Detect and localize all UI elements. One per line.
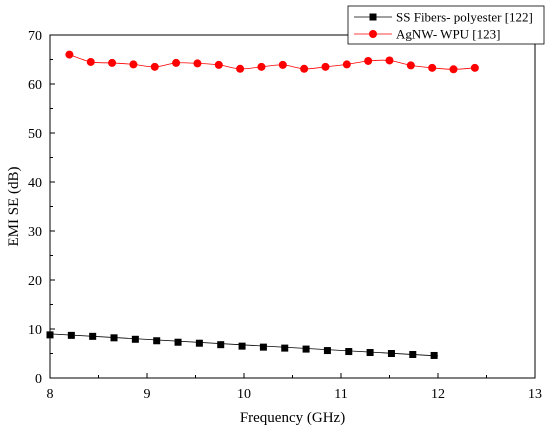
series-layer <box>46 50 479 359</box>
ss-fibers-point <box>238 342 246 350</box>
ss-fibers-point <box>46 331 54 339</box>
x-tick-label: 13 <box>528 387 542 402</box>
agnw-wpu-point <box>214 60 223 69</box>
ss-fibers-point <box>345 348 353 356</box>
agnw-wpu-point <box>364 56 373 65</box>
ss-fibers-point <box>89 332 97 340</box>
legend-box <box>347 5 545 45</box>
x-tick-label: 8 <box>47 387 54 402</box>
x-axis-ticks: 8 9 10 11 12 13 <box>47 373 542 402</box>
ss-fibers-point <box>259 343 267 351</box>
x-axis-title: Frequency (GHz) <box>240 410 345 426</box>
agnw-wpu-point <box>86 57 95 66</box>
plot-area <box>49 34 536 379</box>
agnw-wpu-point <box>236 64 245 73</box>
agnw-wpu-point <box>428 63 437 72</box>
y-axis-ticks: 0 10 20 30 40 50 60 70 <box>28 29 55 387</box>
y-tick-label: 30 <box>28 225 42 240</box>
legend-label-ss-fibers: SS Fibers- polyester [122] <box>396 10 533 25</box>
ss-fibers-point <box>366 349 374 357</box>
ss-fibers-point <box>67 331 75 339</box>
y-tick-label: 60 <box>28 78 42 93</box>
agnw-wpu-point <box>406 61 415 70</box>
ss-fibers-point <box>153 337 161 345</box>
y-axis-title: EMI SE (dB) <box>6 167 22 247</box>
legend: SS Fibers- polyester [122] AgNW- WPU [12… <box>347 5 545 45</box>
ss-fibers-point <box>281 344 289 352</box>
agnw-wpu-point <box>108 58 117 67</box>
x-tick-label: 10 <box>237 387 251 402</box>
y-tick-label: 0 <box>35 372 42 387</box>
agnw-wpu-point <box>385 56 394 65</box>
y-tick-label: 40 <box>28 176 42 191</box>
agnw-wpu-point <box>172 58 181 67</box>
ss-fibers-point <box>323 347 331 355</box>
agnw-wpu-point <box>470 63 479 72</box>
ss-fibers-point <box>131 335 139 343</box>
ss-fibers-point <box>195 339 203 347</box>
x-tick-label: 9 <box>144 387 151 402</box>
x-tick-label: 11 <box>334 387 347 402</box>
legend-label-agnw-wpu: AgNW- WPU [123] <box>396 27 500 42</box>
agnw-wpu-point <box>257 62 266 71</box>
agnw-wpu-point <box>150 62 159 71</box>
y-tick-label: 20 <box>28 274 42 289</box>
agnw-wpu-point <box>65 50 74 59</box>
ss-fibers-point <box>430 351 438 359</box>
y-tick-label: 10 <box>28 323 42 338</box>
agnw-wpu-point <box>278 60 287 69</box>
agnw-wpu-point <box>300 64 309 73</box>
agnw-wpu-point <box>193 59 202 68</box>
agnw-wpu-point <box>449 65 458 74</box>
agnw-wpu-point <box>129 60 138 69</box>
ss-fibers-point <box>217 341 225 349</box>
agnw-wpu-point <box>321 62 330 71</box>
x-tick-label: 12 <box>431 387 445 402</box>
y-tick-label: 50 <box>28 127 42 142</box>
ss-fibers-point <box>409 350 417 358</box>
ss-fibers-point <box>174 338 182 346</box>
ss-fibers-point <box>302 345 310 353</box>
agnw-wpu-point <box>342 60 351 69</box>
ss-fibers-point <box>110 334 118 342</box>
legend-marker-ss-fibers <box>369 13 377 21</box>
y-tick-label: 70 <box>28 29 42 44</box>
legend-marker-agnw-wpu <box>369 30 377 38</box>
ss-fibers-point <box>387 350 395 357</box>
